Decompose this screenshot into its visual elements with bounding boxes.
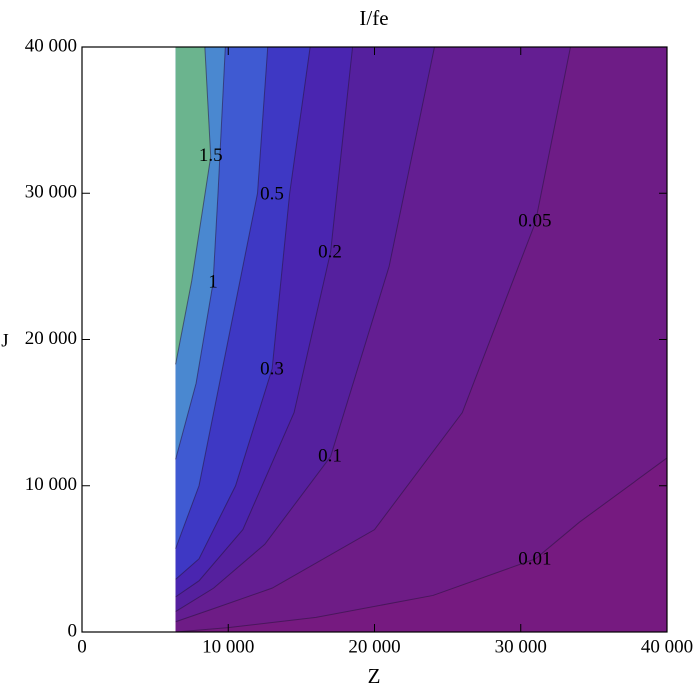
contour-label: 1.5 xyxy=(199,145,223,166)
contour-line xyxy=(175,46,354,598)
contour-label: 0.01 xyxy=(518,548,551,569)
y-tick-label: 30 000 xyxy=(25,182,77,203)
x-axis-label: Z xyxy=(368,664,381,688)
x-tick-label: 30 000 xyxy=(495,636,547,657)
y-tick-label: 20 000 xyxy=(25,328,77,349)
contour-line xyxy=(175,46,212,365)
y-tick-label: 0 xyxy=(68,620,78,641)
contour-region xyxy=(175,47,211,365)
x-tick-label: 0 xyxy=(77,636,87,657)
contour-label: 0.1 xyxy=(318,445,342,466)
contour-line xyxy=(175,46,269,549)
contour-label: 0.3 xyxy=(260,358,284,379)
contour-label: 0.2 xyxy=(318,241,342,262)
contour-line xyxy=(175,46,311,580)
contour-label: 0.05 xyxy=(518,210,551,231)
y-axis-label: J xyxy=(1,330,8,351)
chart-title: I/fe xyxy=(359,6,388,30)
x-tick-label: 40 000 xyxy=(641,636,693,657)
contour-line xyxy=(175,46,226,460)
contour-label: 1 xyxy=(208,271,218,292)
contour-line xyxy=(175,46,435,612)
contour-label: 0.5 xyxy=(260,183,284,204)
x-tick-label: 10 000 xyxy=(202,636,254,657)
contour-line xyxy=(175,46,571,623)
y-tick-label: 10 000 xyxy=(25,474,77,495)
x-tick-label: 20 000 xyxy=(348,636,400,657)
y-tick-label: 40 000 xyxy=(25,35,77,56)
